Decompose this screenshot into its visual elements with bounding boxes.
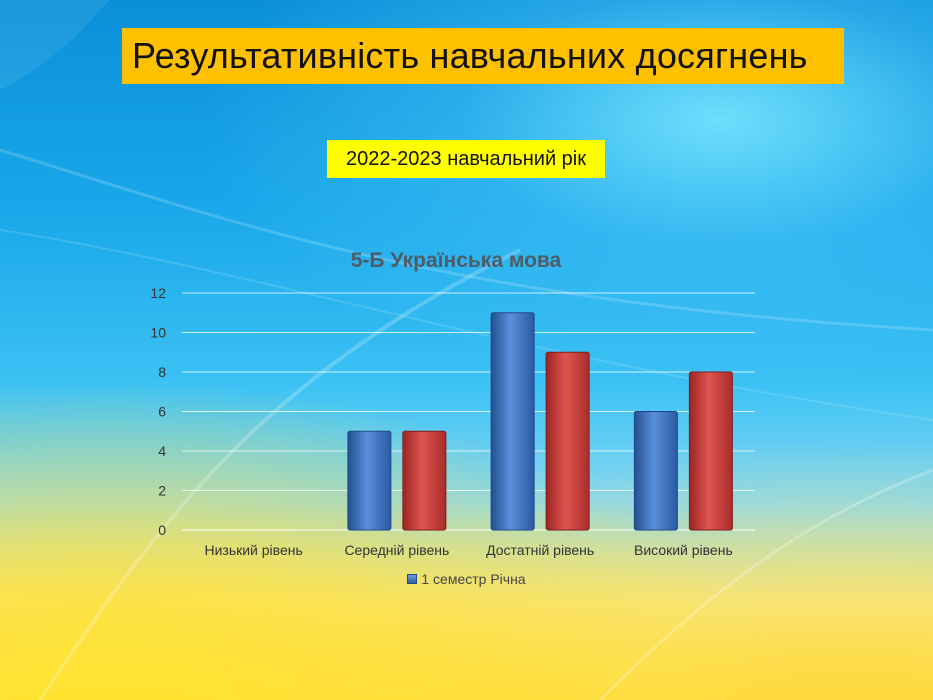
legend-swatch [407, 574, 418, 584]
y-tick-label: 8 [158, 364, 166, 380]
chart-legend: 1 семестр Річна [0, 571, 933, 587]
bar-series-2-4 [688, 371, 733, 531]
y-tick-label: 6 [158, 404, 166, 420]
slide-title: Результативність навчальних досягнень [132, 35, 808, 76]
bar-series-1-2 [347, 430, 392, 531]
bar-series-2-3 [545, 351, 590, 531]
x-category-label: Середній рівень [344, 542, 449, 558]
y-tick-label: 2 [158, 483, 166, 499]
y-tick-label: 10 [150, 325, 166, 341]
chart-title: 5-Б Українська мова [351, 249, 562, 272]
x-category-label: Низький рівень [204, 542, 302, 558]
x-category-label: Достатній рівень [486, 542, 594, 558]
y-tick-label: 4 [158, 443, 166, 459]
slide-subtitle: 2022-2023 навчальний рік [346, 147, 586, 170]
bar-series-2-2 [402, 430, 447, 531]
legend-text: 1 семестр Річна [421, 571, 526, 587]
x-category-label: Високий рівень [634, 542, 733, 558]
y-tick-label: 12 [150, 285, 166, 301]
bar-series-1-4 [633, 411, 678, 531]
slide-subtitle-box: 2022-2023 навчальний рік [327, 140, 605, 178]
y-tick-label: 0 [158, 522, 166, 538]
slide-title-box: Результативність навчальних досягнень [122, 28, 844, 84]
bar-series-1-3 [490, 312, 535, 531]
